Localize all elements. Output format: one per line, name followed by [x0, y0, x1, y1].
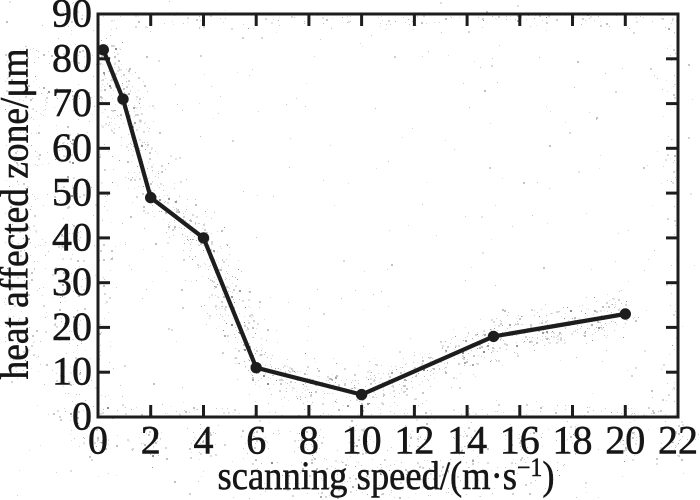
svg-text:scanning speed/(m·s−1): scanning speed/(m·s−1): [218, 453, 555, 498]
svg-text:30: 30: [52, 259, 92, 304]
svg-text:12: 12: [394, 418, 434, 463]
svg-text:6: 6: [246, 418, 266, 463]
svg-text:80: 80: [52, 35, 92, 80]
svg-text:50: 50: [52, 170, 92, 215]
svg-text:0: 0: [72, 394, 92, 439]
svg-text:40: 40: [52, 214, 92, 259]
svg-text:20: 20: [605, 418, 645, 463]
svg-text:16: 16: [500, 418, 540, 463]
svg-text:18: 18: [553, 418, 593, 463]
svg-text:90: 90: [52, 0, 92, 36]
svg-text:2: 2: [141, 418, 161, 463]
svg-text:0: 0: [88, 418, 108, 463]
svg-text:8: 8: [299, 418, 319, 463]
svg-text:10: 10: [342, 418, 382, 463]
svg-text:10: 10: [52, 349, 92, 394]
svg-text:14: 14: [447, 418, 487, 463]
svg-text:22: 22: [658, 418, 698, 463]
svg-text:4: 4: [194, 418, 214, 463]
svg-text:60: 60: [52, 125, 92, 170]
svg-text:70: 70: [52, 80, 92, 125]
svg-text:20: 20: [52, 304, 92, 349]
svg-text:heat affected zone/μm: heat affected zone/μm: [0, 49, 37, 380]
